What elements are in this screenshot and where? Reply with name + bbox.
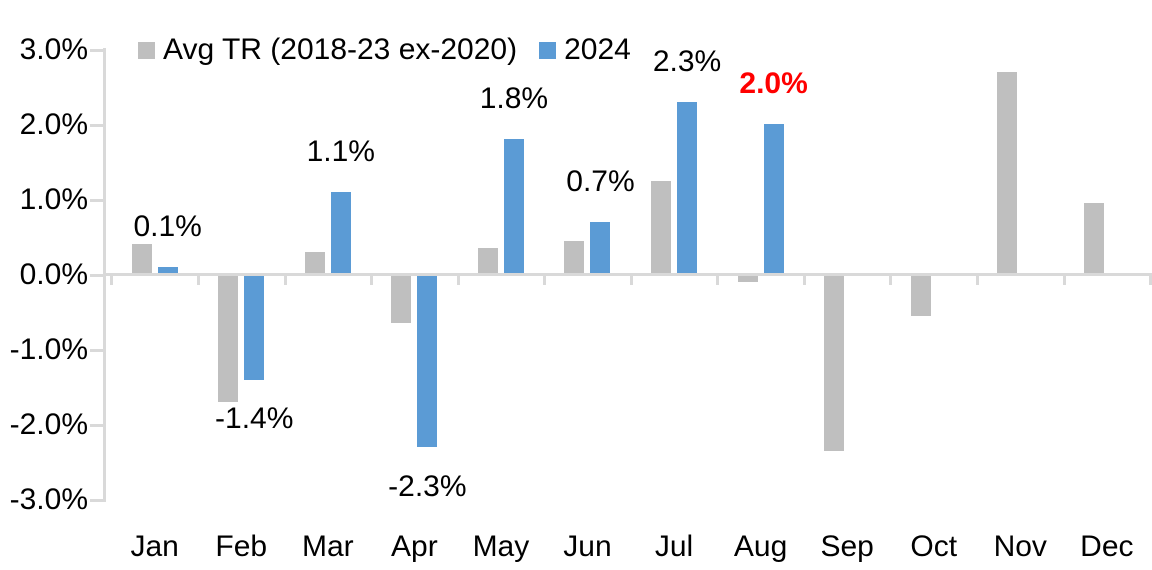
y-axis-label: 2.0%: [19, 108, 88, 141]
x-axis-tick: [457, 276, 460, 285]
bar-avg-oct: [911, 276, 931, 316]
x-axis-tick: [197, 276, 200, 285]
bar-2024-jan: [158, 267, 178, 273]
bar-2024-mar: [331, 192, 351, 273]
x-axis-label-jul: Jul: [654, 530, 694, 563]
y-axis-label: -2.0%: [9, 408, 88, 441]
bar-2024-jul: [677, 102, 697, 273]
bar-2024-aug: [764, 124, 784, 273]
x-axis-tick: [284, 276, 287, 285]
y-axis-tick: [90, 199, 104, 202]
data-label-2024-feb: -1.4%: [215, 402, 294, 435]
x-axis-tick: [889, 276, 892, 285]
y-axis-tick: [90, 424, 104, 427]
y-axis-tick: [90, 349, 104, 352]
data-label-2024-mar: 1.1%: [306, 134, 375, 168]
x-axis-label-sep: Sep: [820, 530, 874, 563]
x-axis-label-may: May: [472, 530, 530, 563]
y-axis-label: -1.0%: [9, 333, 88, 366]
bar-2024-jun: [590, 222, 610, 273]
y-axis-tick: [90, 49, 104, 52]
bar-avg-jul: [651, 181, 671, 273]
y-axis-tick: [90, 124, 104, 127]
x-axis-label-oct: Oct: [910, 530, 958, 563]
x-axis-tick: [803, 276, 806, 285]
x-axis-tick: [110, 276, 113, 285]
bar-avg-aug: [738, 276, 758, 282]
bar-avg-jun: [564, 241, 584, 273]
data-label-2024-jan: 0.1%: [133, 209, 202, 243]
x-axis-label-dec: Dec: [1080, 530, 1134, 563]
data-label-2024-aug: 2.0%: [739, 67, 808, 100]
legend-swatch-avg-tr: [138, 41, 155, 59]
bar-avg-jan: [132, 244, 152, 273]
x-axis-line: [103, 273, 1152, 276]
legend-label-avg-tr: Avg TR (2018-23 ex-2020): [163, 33, 518, 66]
bar-avg-apr: [391, 276, 411, 323]
y-axis-label: 0.0%: [19, 258, 88, 291]
bar-avg-may: [478, 248, 498, 273]
y-axis-tick: [90, 499, 104, 502]
y-axis-tick: [90, 274, 104, 277]
bar-2024-may: [504, 139, 524, 273]
x-axis-label-nov: Nov: [993, 530, 1047, 563]
y-axis-label: 1.0%: [19, 183, 88, 216]
chart-legend: Avg TR (2018-23 ex-2020) 2024: [138, 33, 631, 67]
x-axis-tick: [630, 276, 633, 285]
legend-item-avg-tr: Avg TR (2018-23 ex-2020): [138, 33, 517, 67]
y-axis-label: 3.0%: [19, 33, 88, 66]
x-axis-tick: [543, 276, 546, 285]
bar-avg-dec: [1084, 203, 1104, 273]
x-axis-label-aug: Aug: [733, 530, 788, 563]
x-axis-label-jan: Jan: [130, 530, 179, 563]
x-axis-tick: [370, 276, 373, 285]
x-axis-label-mar: Mar: [301, 530, 354, 563]
x-axis-label-jun: Jun: [563, 530, 612, 563]
x-axis-tick: [716, 276, 719, 285]
bar-2024-apr: [417, 276, 437, 447]
bar-avg-sep: [824, 276, 844, 451]
data-label-2024-jul: 2.3%: [652, 44, 722, 78]
data-label-2024-apr: -2.3%: [388, 469, 467, 503]
legend-swatch-2024: [539, 41, 557, 59]
x-axis-tick: [1149, 276, 1152, 285]
x-axis-tick: [1063, 276, 1066, 285]
bar-avg-mar: [305, 252, 325, 273]
bar-avg-feb: [218, 276, 238, 402]
data-label-2024-jun: 0.7%: [566, 164, 635, 198]
bar-avg-nov: [997, 72, 1017, 273]
data-label-2024-may: 1.8%: [479, 82, 549, 115]
x-axis-label-apr: Apr: [391, 530, 438, 563]
bar-2024-feb: [244, 276, 264, 380]
x-axis-tick: [976, 276, 979, 285]
legend-label-2024: 2024: [564, 33, 631, 66]
x-axis-label-feb: Feb: [215, 530, 268, 563]
legend-item-2024: 2024: [539, 33, 631, 67]
y-axis-label: -3.0%: [9, 483, 88, 516]
